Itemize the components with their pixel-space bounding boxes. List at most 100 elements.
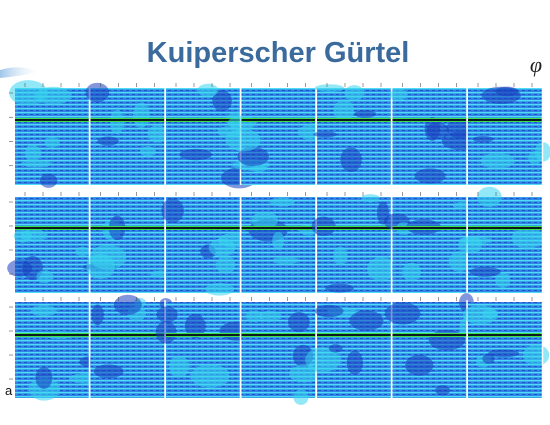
- panel-blob: [405, 354, 434, 376]
- panel-blob: [225, 128, 261, 152]
- panel-blob: [269, 197, 295, 207]
- panel-blob: [85, 82, 110, 103]
- panel-blob: [75, 246, 90, 257]
- panel-blob: [333, 99, 354, 122]
- panel-blob: [30, 305, 57, 317]
- panel-blob: [250, 165, 268, 172]
- image-panel: [161, 192, 254, 296]
- panel-blob: [495, 86, 519, 97]
- panel-blob: [28, 377, 60, 401]
- panel-blob: [340, 147, 362, 172]
- dark-band: [241, 119, 316, 121]
- panel-blob: [390, 88, 408, 101]
- panel-blob: [204, 282, 235, 296]
- dark-band: [90, 119, 165, 121]
- image-panel: [384, 293, 474, 398]
- image-panel: [311, 192, 396, 293]
- panel-blob: [360, 194, 380, 203]
- dark-band: [317, 227, 391, 229]
- panel-blob: [293, 389, 309, 405]
- panel-blob: [169, 355, 190, 378]
- panel-blob: [313, 131, 338, 138]
- dark-band: [317, 119, 391, 121]
- panel-blob: [113, 294, 142, 315]
- panel-blob: [272, 256, 299, 265]
- panel-blob: [448, 251, 471, 272]
- image-panel: [241, 192, 319, 293]
- panel-blob: [184, 313, 206, 339]
- panel-blob: [147, 124, 167, 143]
- panel-blob: [325, 283, 354, 293]
- image-panel: [85, 82, 167, 185]
- panel-blob: [97, 136, 119, 146]
- dark-band: [468, 334, 542, 336]
- dark-band: [468, 227, 542, 229]
- panel-blob: [215, 256, 236, 274]
- image-panel: [457, 186, 544, 293]
- dark-band: [241, 334, 316, 336]
- panel-blob: [44, 136, 60, 148]
- panel-blob: [197, 83, 219, 97]
- panel-blob: [457, 236, 483, 254]
- dark-band: [468, 119, 542, 121]
- panel-blob: [13, 228, 33, 243]
- panel-blob: [272, 231, 285, 251]
- image-panel: [15, 297, 107, 401]
- panel-blob: [36, 270, 54, 284]
- panel-blob: [21, 160, 52, 168]
- panel-blob: [469, 266, 501, 277]
- panel-blob: [333, 246, 348, 266]
- panel-grid: [7, 80, 550, 405]
- panel-blob: [91, 304, 104, 326]
- panel-blob: [349, 310, 384, 331]
- panel-blob: [344, 85, 365, 101]
- image-panel: [305, 297, 393, 398]
- panel-blob: [156, 306, 178, 323]
- panel-blob: [482, 353, 495, 365]
- panel-blob: [251, 211, 279, 229]
- panel-blob: [511, 227, 544, 249]
- phi-symbol: φ: [530, 52, 542, 77]
- dark-band: [15, 334, 89, 336]
- decoration: [0, 67, 40, 78]
- panel-blob: [495, 272, 511, 289]
- dark-band: [241, 227, 316, 229]
- dark-band: [392, 227, 467, 229]
- dark-band: [166, 119, 240, 121]
- panel-blob: [424, 116, 441, 141]
- panel-blob: [161, 198, 184, 223]
- slide-title: Kuiperscher Gürtel: [147, 37, 410, 69]
- panel-blob: [305, 347, 341, 373]
- panel-blob: [472, 135, 494, 143]
- dark-band: [166, 227, 240, 229]
- panel-blob: [488, 349, 520, 358]
- panel-blob: [24, 144, 41, 162]
- panel-blob: [155, 321, 177, 344]
- dark-band: [15, 119, 89, 121]
- image-panel: [462, 297, 550, 398]
- panel-blob: [314, 84, 345, 92]
- dark-band: [90, 227, 165, 229]
- panel-blob: [179, 148, 213, 161]
- image-panel: [90, 294, 173, 398]
- dark-band: [15, 227, 89, 229]
- panel-blob: [288, 312, 310, 333]
- panel-blob: [401, 262, 422, 282]
- image-panel: [468, 83, 550, 185]
- panel-blob: [39, 173, 58, 188]
- panel-blob: [482, 309, 498, 319]
- image-panel: [82, 192, 174, 293]
- image-panel: [9, 80, 91, 188]
- dark-band: [392, 119, 467, 121]
- panel-blob: [35, 366, 53, 389]
- panel-blob: [435, 385, 450, 396]
- panel-blob: [354, 110, 377, 118]
- figure-label: a: [5, 383, 13, 398]
- dark-band: [90, 334, 165, 336]
- panel-blob: [139, 146, 156, 157]
- panel-blob: [367, 256, 396, 282]
- panel-blob: [259, 310, 282, 322]
- panel-blob: [190, 364, 230, 388]
- panel-blob: [384, 302, 421, 325]
